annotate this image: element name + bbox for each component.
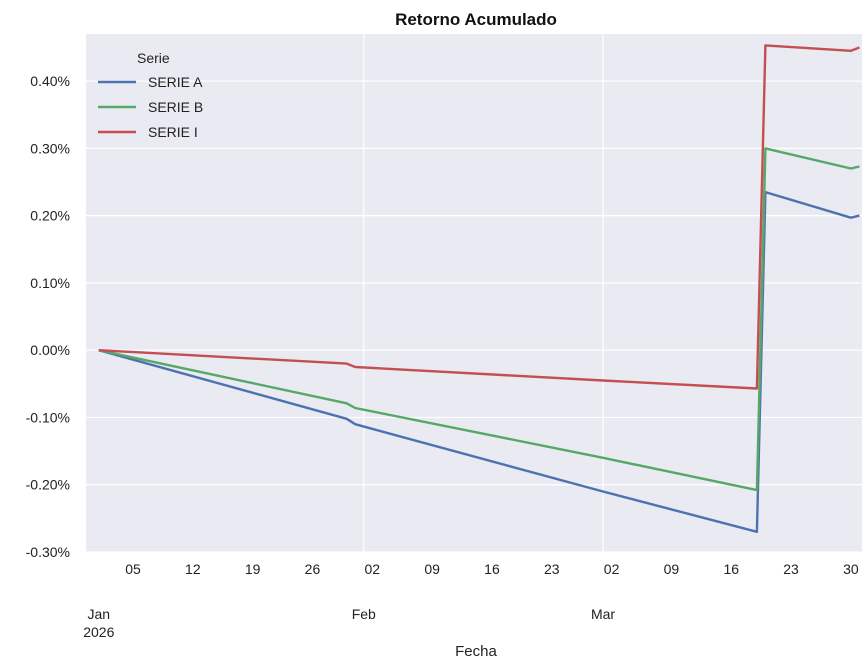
x-axis-ticks: 05 12 19 26 02 09 16 23 02 09 16 23 30	[125, 561, 859, 577]
series-line-serie-a	[98, 190, 860, 533]
x-axis-label: Fecha	[455, 643, 497, 660]
x-axis-month-labels: Jan 2026 Feb Mar	[83, 606, 615, 640]
legend: Serie SERIE A SERIE B SERIE I	[98, 50, 203, 140]
x-tick-label: 16	[484, 561, 500, 577]
y-tick-label: 0.10%	[30, 275, 70, 291]
y-tick-label: 0.30%	[30, 140, 70, 156]
x-tick-label: 19	[245, 561, 261, 577]
gridlines	[86, 34, 862, 553]
x-tick-label: 02	[365, 561, 381, 577]
legend-entry-serie-a: SERIE A	[148, 74, 203, 90]
legend-entry-serie-b: SERIE B	[148, 99, 203, 115]
legend-entry-serie-i: SERIE I	[148, 124, 198, 140]
y-tick-label: 0.00%	[30, 342, 70, 358]
x-tick-label: 16	[723, 561, 739, 577]
x-month-label: Mar	[591, 606, 615, 622]
y-tick-label: 0.20%	[30, 208, 70, 224]
chart-title: Retorno Acumulado	[395, 10, 557, 29]
legend-title: Serie	[137, 50, 170, 66]
x-tick-label: 09	[424, 561, 440, 577]
plot-area	[86, 34, 862, 552]
x-year-label: 2026	[83, 624, 114, 640]
x-tick-label: 23	[783, 561, 799, 577]
x-tick-label: 09	[664, 561, 680, 577]
y-tick-label: -0.30%	[26, 544, 70, 560]
y-tick-label: -0.10%	[26, 409, 70, 425]
y-tick-label: 0.40%	[30, 73, 70, 89]
x-tick-label: 05	[125, 561, 141, 577]
x-tick-label: 23	[544, 561, 560, 577]
x-month-label: Jan	[88, 606, 111, 622]
series-line-serie-b	[98, 147, 860, 492]
y-tick-label: -0.20%	[26, 477, 70, 493]
series-layer	[98, 44, 860, 533]
x-tick-label: 30	[843, 561, 859, 577]
x-tick-label: 02	[604, 561, 620, 577]
y-axis-ticks: -0.30% -0.20% -0.10% 0.00% 0.10% 0.20% 0.30% 0.…	[26, 73, 70, 560]
x-tick-label: 12	[185, 561, 201, 577]
x-tick-label: 26	[305, 561, 321, 577]
x-month-label: Feb	[352, 606, 376, 622]
series-line-serie-i	[98, 44, 860, 390]
